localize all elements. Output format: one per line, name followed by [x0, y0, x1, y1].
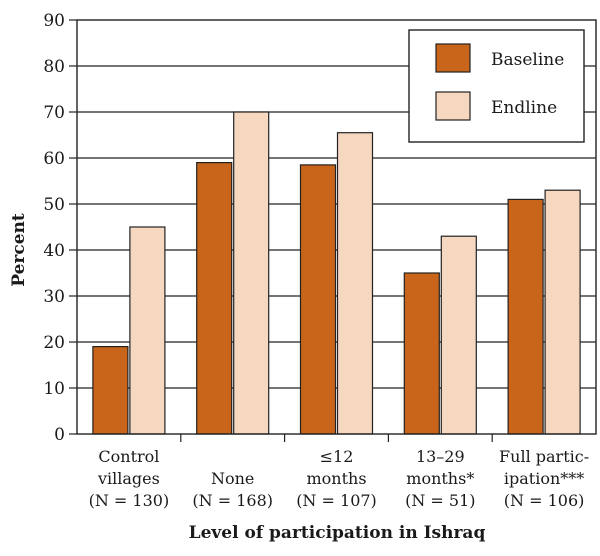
- bar-baseline-3: [403, 272, 440, 435]
- x-category-label: Control: [98, 447, 159, 466]
- x-axis-categories: Control villages (N = 130) None (N = 168) ≤12…: [89, 447, 590, 510]
- y-tick-label: 80: [43, 57, 65, 77]
- bar-baseline-1: [196, 162, 233, 435]
- bar-baseline-4: [507, 198, 544, 435]
- x-category-label: 13–29: [416, 447, 465, 466]
- y-tick-label: 70: [43, 103, 65, 123]
- y-axis-ticks: 0 10 20 30 40 50 60 70 80 90: [43, 11, 77, 445]
- y-axis-label: Percent: [9, 213, 29, 287]
- legend: Baseline Endline: [408, 29, 585, 143]
- plot-border: [76, 19, 597, 435]
- x-category-label: (N = 106): [504, 491, 585, 510]
- x-category-label: villages: [97, 469, 160, 488]
- x-category-label: ipation***: [504, 469, 584, 488]
- y-tick-label: 10: [43, 379, 65, 399]
- y-tick-label: 20: [43, 333, 65, 353]
- x-category-label: ≤12: [320, 447, 354, 466]
- legend-swatch-endline: [435, 91, 471, 121]
- y-tick-label: 60: [43, 149, 65, 169]
- x-category-label: (N = 107): [296, 491, 377, 510]
- y-tick-label: 90: [43, 11, 65, 31]
- x-category-label: (N = 168): [192, 491, 273, 510]
- bars: [92, 111, 581, 435]
- legend-swatch-baseline: [435, 43, 471, 73]
- x-category-label: months: [306, 469, 366, 488]
- bar-endline-0: [129, 226, 166, 435]
- bar-endline-3: [440, 235, 477, 435]
- y-tick-label: 50: [43, 195, 65, 215]
- legend-label-endline: Endline: [491, 98, 557, 118]
- y-tick-label: 40: [43, 241, 65, 261]
- x-category-label: (N = 130): [89, 491, 170, 510]
- x-category-label: months*: [406, 469, 474, 488]
- legend-label-baseline: Baseline: [491, 50, 564, 70]
- y-tick-label: 30: [43, 287, 65, 307]
- plot-frame: [76, 19, 597, 442]
- bar-endline-2: [336, 132, 374, 435]
- x-axis-label: Level of participation in Ishraq: [189, 523, 486, 543]
- x-category-label: None: [211, 469, 254, 488]
- bar-baseline-2: [299, 164, 337, 435]
- bar-baseline-0: [92, 346, 129, 435]
- bar-endline-1: [233, 111, 270, 435]
- x-category-label: Full partic-: [499, 447, 589, 466]
- bar-endline-4: [544, 189, 581, 435]
- x-category-label: (N = 51): [405, 491, 475, 510]
- y-tick-label: 0: [54, 425, 65, 445]
- legend-box: [408, 29, 585, 143]
